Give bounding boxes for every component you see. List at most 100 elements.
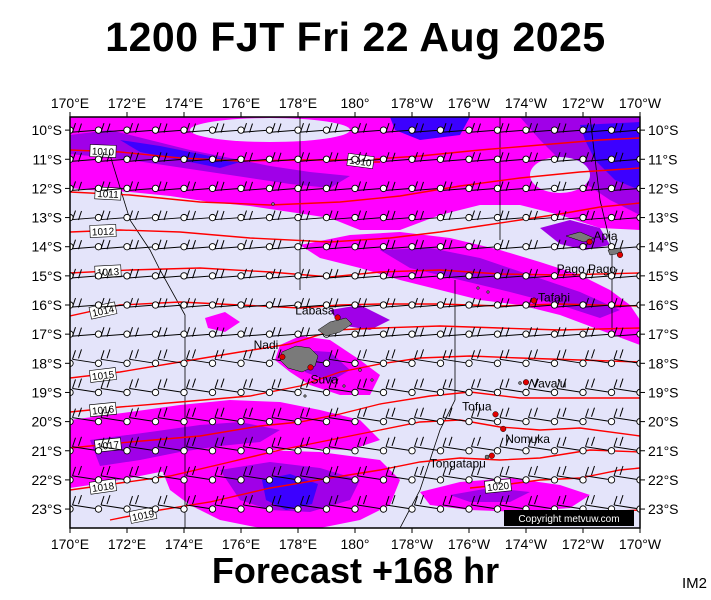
barb-feather	[192, 436, 196, 446]
barb-station	[522, 243, 530, 251]
wind-barb	[243, 407, 274, 426]
barb-staff	[471, 158, 498, 162]
barb-feather	[163, 349, 168, 359]
barb-station	[436, 213, 445, 222]
barb-station	[493, 184, 502, 193]
barb-feather	[385, 495, 390, 506]
barb-feather	[556, 152, 561, 162]
barb-staff	[585, 504, 612, 510]
wind-barb	[100, 152, 131, 163]
barb-feather	[442, 466, 447, 477]
barb-feather	[186, 495, 190, 506]
barb-feather	[100, 152, 105, 162]
barb-feather	[556, 210, 561, 220]
barb-feather	[157, 466, 162, 477]
barb-feather	[534, 349, 538, 359]
wind-barb	[243, 210, 274, 222]
wind-barb	[585, 378, 616, 397]
barb-staff	[214, 217, 242, 221]
wind-barb	[385, 122, 416, 134]
wind-barb	[72, 378, 103, 397]
barb-staff	[585, 217, 612, 221]
barb-feather	[72, 152, 76, 162]
barb-station	[493, 476, 502, 484]
barb-feather	[186, 268, 190, 279]
upolu	[565, 231, 595, 243]
barb-feather	[157, 327, 162, 337]
barb-staff	[72, 158, 99, 162]
barb-station	[522, 126, 530, 134]
barb-feather	[214, 239, 219, 249]
barb-station	[493, 155, 502, 163]
barb-station	[408, 447, 416, 455]
barb-feather	[186, 239, 190, 249]
barb-feather	[442, 210, 447, 220]
barb-staff	[243, 475, 270, 481]
barb-station	[123, 301, 131, 309]
barb-station	[522, 213, 530, 222]
barb-feather	[220, 349, 225, 359]
barb-feather	[591, 210, 595, 221]
barb-staff	[100, 504, 128, 510]
lat-label-left: 19°S	[31, 384, 62, 400]
wind-barb	[100, 349, 131, 367]
barb-station	[237, 213, 245, 222]
wind-barb	[214, 297, 245, 309]
barb-staff	[186, 158, 213, 162]
barb-feather	[442, 327, 447, 337]
wind-barb	[243, 436, 274, 455]
wind-barb	[471, 378, 502, 397]
barb-feather	[385, 437, 390, 447]
barb-feather	[471, 268, 475, 279]
barb-station	[436, 330, 445, 338]
place-label: Tofua	[462, 399, 492, 413]
barb-staff	[528, 187, 555, 191]
barb-feather	[72, 466, 76, 477]
barb-feather	[135, 378, 139, 388]
barb-feather	[214, 379, 219, 389]
barb-staff	[186, 246, 213, 250]
barb-feather	[328, 350, 333, 360]
barb-staff	[100, 275, 128, 279]
barb-feather	[271, 210, 276, 220]
lat-label-left: 22°S	[31, 472, 62, 488]
wind-barb	[72, 494, 103, 513]
barb-staff	[157, 158, 185, 162]
barb-station	[579, 476, 587, 484]
image-code: IM2	[681, 575, 707, 592]
wind-barb	[414, 268, 445, 280]
barb-station	[436, 184, 445, 193]
barb-feather	[100, 408, 105, 418]
barb-feather	[477, 240, 481, 250]
barb-feather	[585, 350, 589, 360]
barb-staff	[357, 475, 384, 481]
wind-barb	[585, 181, 616, 193]
lon-label-bottom: 178°E	[279, 536, 317, 552]
barb-station	[94, 243, 103, 251]
barb-staff	[300, 446, 327, 452]
wind-barb	[499, 152, 530, 163]
barb-staff	[271, 304, 299, 308]
barb-feather	[591, 436, 595, 446]
barb-feather	[163, 465, 168, 476]
barb-feather	[249, 269, 253, 279]
barb-feather	[442, 437, 447, 447]
barb-staff	[556, 158, 584, 162]
barb-feather	[357, 379, 361, 389]
barb-staff	[72, 246, 99, 250]
wind-barb	[214, 181, 245, 193]
wind-barb	[385, 327, 416, 338]
barb-staff	[442, 358, 470, 364]
barb-feather	[306, 378, 310, 388]
barb-feather	[328, 122, 333, 133]
barb-feather	[271, 408, 276, 418]
barb-station	[208, 213, 217, 222]
wind-barb	[613, 327, 640, 338]
barb-staff	[357, 417, 384, 423]
barb-feather	[556, 495, 561, 506]
barb-feather	[220, 378, 225, 388]
barb-station	[579, 417, 587, 426]
barb-staff	[357, 275, 384, 279]
barb-staff	[613, 217, 640, 221]
barb-staff	[328, 475, 356, 481]
